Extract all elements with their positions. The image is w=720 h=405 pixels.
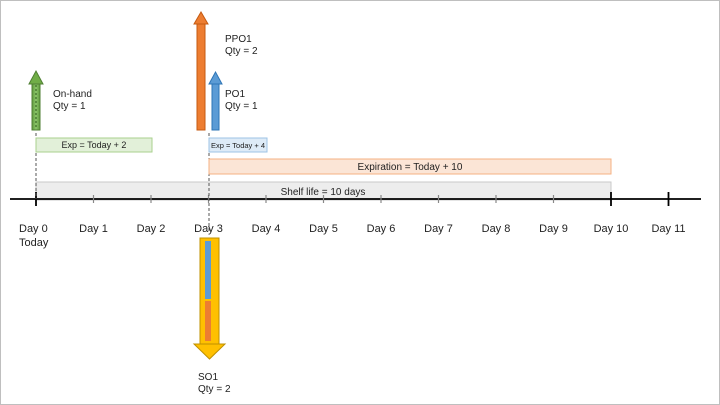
- onhand-arrow: [28, 69, 44, 131]
- day-label-0: Day 0: [19, 223, 48, 235]
- ppo1-name: PPO1: [225, 34, 252, 45]
- exp-ppo1-bar: [208, 158, 612, 175]
- exp-onhand-bar: [35, 137, 153, 153]
- exp-po1-bar: [208, 137, 268, 153]
- onhand-name: On-hand: [53, 89, 92, 100]
- day-label-6: Day 6: [367, 223, 396, 235]
- po1-arrow: [208, 70, 223, 131]
- shelf-life-label: Shelf life = 10 days: [281, 187, 366, 198]
- day-label-2: Day 2: [137, 223, 166, 235]
- onhand-qty: Qty = 1: [53, 101, 86, 112]
- exp-po1-label: Exp = Today + 4: [211, 141, 265, 150]
- day-label-9: Day 9: [539, 223, 568, 235]
- day-label-8: Day 8: [482, 223, 511, 235]
- exp-ppo1-label: Expiration = Today + 10: [358, 162, 463, 173]
- timeline-day-labels: Day 0 Day 1 Day 2 Day 3 Day 4 Day 5 Day 6 Day 7…: [19, 223, 686, 235]
- day-label-10: Day 10: [594, 223, 629, 235]
- so1-arrow: [192, 237, 227, 360]
- today-label: Today: [19, 237, 49, 249]
- ppo1-arrow: [193, 11, 209, 131]
- ppo1-qty: Qty = 2: [225, 46, 258, 57]
- po1-name: PO1: [225, 89, 245, 100]
- day-label-7: Day 7: [424, 223, 453, 235]
- day-label-11: Day 11: [651, 223, 685, 235]
- day-label-4: Day 4: [252, 223, 281, 235]
- day-label-1: Day 1: [79, 223, 108, 235]
- exp-onhand-label: Exp = Today + 2: [62, 140, 127, 150]
- so1-name: SO1: [198, 372, 218, 383]
- so1-qty: Qty = 2: [198, 384, 231, 395]
- day-label-5: Day 5: [309, 223, 338, 235]
- po1-qty: Qty = 1: [225, 101, 258, 112]
